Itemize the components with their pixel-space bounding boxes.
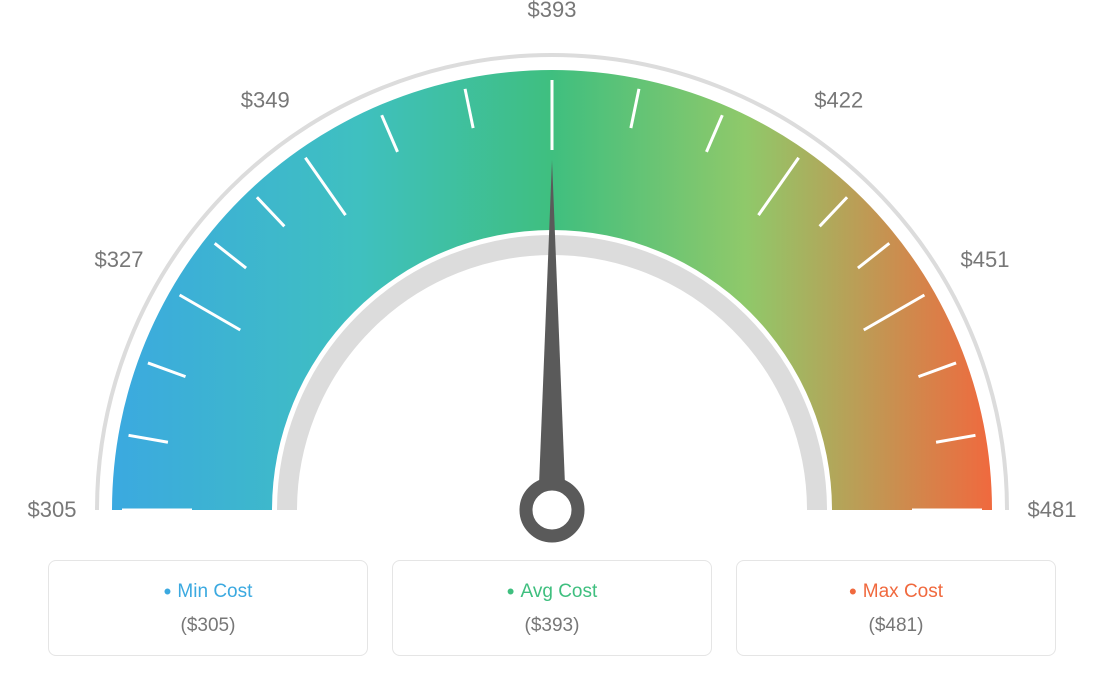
- gauge-container: $305 $327 $349 $393 $422 $451 $481: [0, 0, 1104, 560]
- legend-card-min: Min Cost ($305): [48, 560, 368, 656]
- tick-label: $422: [814, 87, 863, 112]
- legend-min-value: ($305): [61, 615, 355, 637]
- legend-min-label: Min Cost: [61, 579, 355, 605]
- needle-hub: [526, 484, 578, 536]
- tick-label: $451: [961, 247, 1010, 272]
- tick-label: $349: [241, 87, 290, 112]
- legend-max-value: ($481): [749, 615, 1043, 637]
- legend-avg-value: ($393): [405, 615, 699, 637]
- legend-row: Min Cost ($305) Avg Cost ($393) Max Cost…: [0, 560, 1104, 656]
- legend-max-label: Max Cost: [749, 579, 1043, 605]
- legend-avg-label: Avg Cost: [405, 579, 699, 605]
- tick-label: $305: [28, 497, 77, 522]
- cost-gauge: $305 $327 $349 $393 $422 $451 $481: [0, 0, 1104, 560]
- tick-label: $393: [528, 0, 577, 22]
- tick-label: $481: [1028, 497, 1077, 522]
- tick-label: $327: [95, 247, 144, 272]
- legend-card-max: Max Cost ($481): [736, 560, 1056, 656]
- legend-card-avg: Avg Cost ($393): [392, 560, 712, 656]
